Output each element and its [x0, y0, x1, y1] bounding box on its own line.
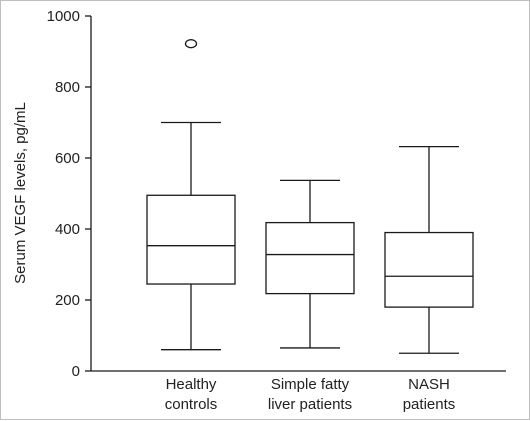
x-category-label-line: Simple fatty — [271, 376, 350, 393]
x-category-label: Simple fatty liver patients — [268, 376, 352, 413]
outlier-point — [184, 39, 198, 49]
box-iqr — [384, 231, 474, 308]
y-tick-label: 800 — [55, 79, 80, 96]
y-axis-title: Serum VEGF levels, pg/mL — [12, 102, 29, 284]
x-category-label-line: Healthy — [166, 376, 217, 393]
box-group — [146, 39, 236, 351]
x-axis: Healthy controls Simple fatty liver patient… — [91, 370, 506, 413]
box-group — [384, 145, 474, 354]
box-group — [265, 179, 355, 349]
x-category-label-line: patients — [403, 396, 456, 413]
x-category-label-line: controls — [165, 396, 218, 413]
boxes — [146, 39, 474, 354]
x-category-label-line: NASH — [408, 376, 450, 393]
y-tick-label: 0 — [72, 363, 80, 380]
y-axis: 0 200 400 600 800 1000 — [47, 8, 92, 380]
y-tick-label: 1000 — [47, 8, 80, 25]
x-category-label: Healthy controls — [165, 376, 218, 413]
x-category-label: NASH patients — [403, 376, 456, 413]
y-tick-label: 600 — [55, 150, 80, 167]
y-tick-label: 200 — [55, 292, 80, 309]
box-iqr — [146, 194, 236, 285]
x-category-label-line: liver patients — [268, 396, 352, 413]
y-tick-label: 400 — [55, 221, 80, 238]
box-iqr — [265, 221, 355, 295]
